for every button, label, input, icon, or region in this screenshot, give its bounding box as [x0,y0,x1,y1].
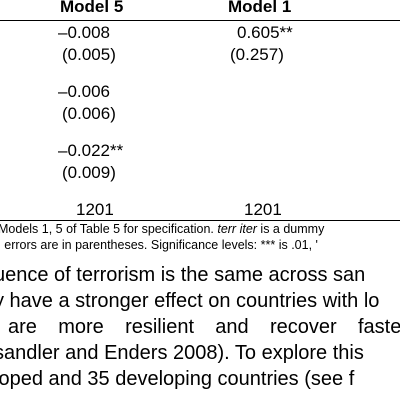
table-cell: –0.008 [58,23,110,42]
table-cell-n-observations: 1201 [244,200,282,219]
body-text-line: y have a stronger effect on countries wi… [0,290,380,312]
body-text-line: are more resilient and recover faster [8,316,400,338]
table-header-rule [0,20,400,21]
table-bottom-rule [0,220,400,221]
column-header-model-1: Model 1 [228,0,292,16]
table-note-line-2: l errors are in parentheses. Significanc… [0,238,318,252]
column-header-model-5: Model 5 [60,0,124,16]
table-cell: (0.005) [62,45,116,64]
table-cell: –0.006 [58,82,110,101]
table-cell: –0.022** [58,141,124,160]
table-note-line-1: Models 1, 5 of Table 5 for specification… [0,222,325,236]
body-text-line: loped and 35 developing countries (see f [0,368,355,390]
table-cell: (0.257) [230,45,284,64]
table-cell-n-observations: 1201 [76,200,114,219]
body-text-line: uence of terrorism is the same across sa… [0,264,366,286]
table-cell: (0.006) [62,104,116,123]
table-cell: (0.009) [62,163,116,182]
table-cell: 0.605** [237,23,293,42]
term-terr-iter: terr iter [217,222,257,236]
body-text-line: sandler and Enders 2008). To explore thi… [0,342,364,364]
